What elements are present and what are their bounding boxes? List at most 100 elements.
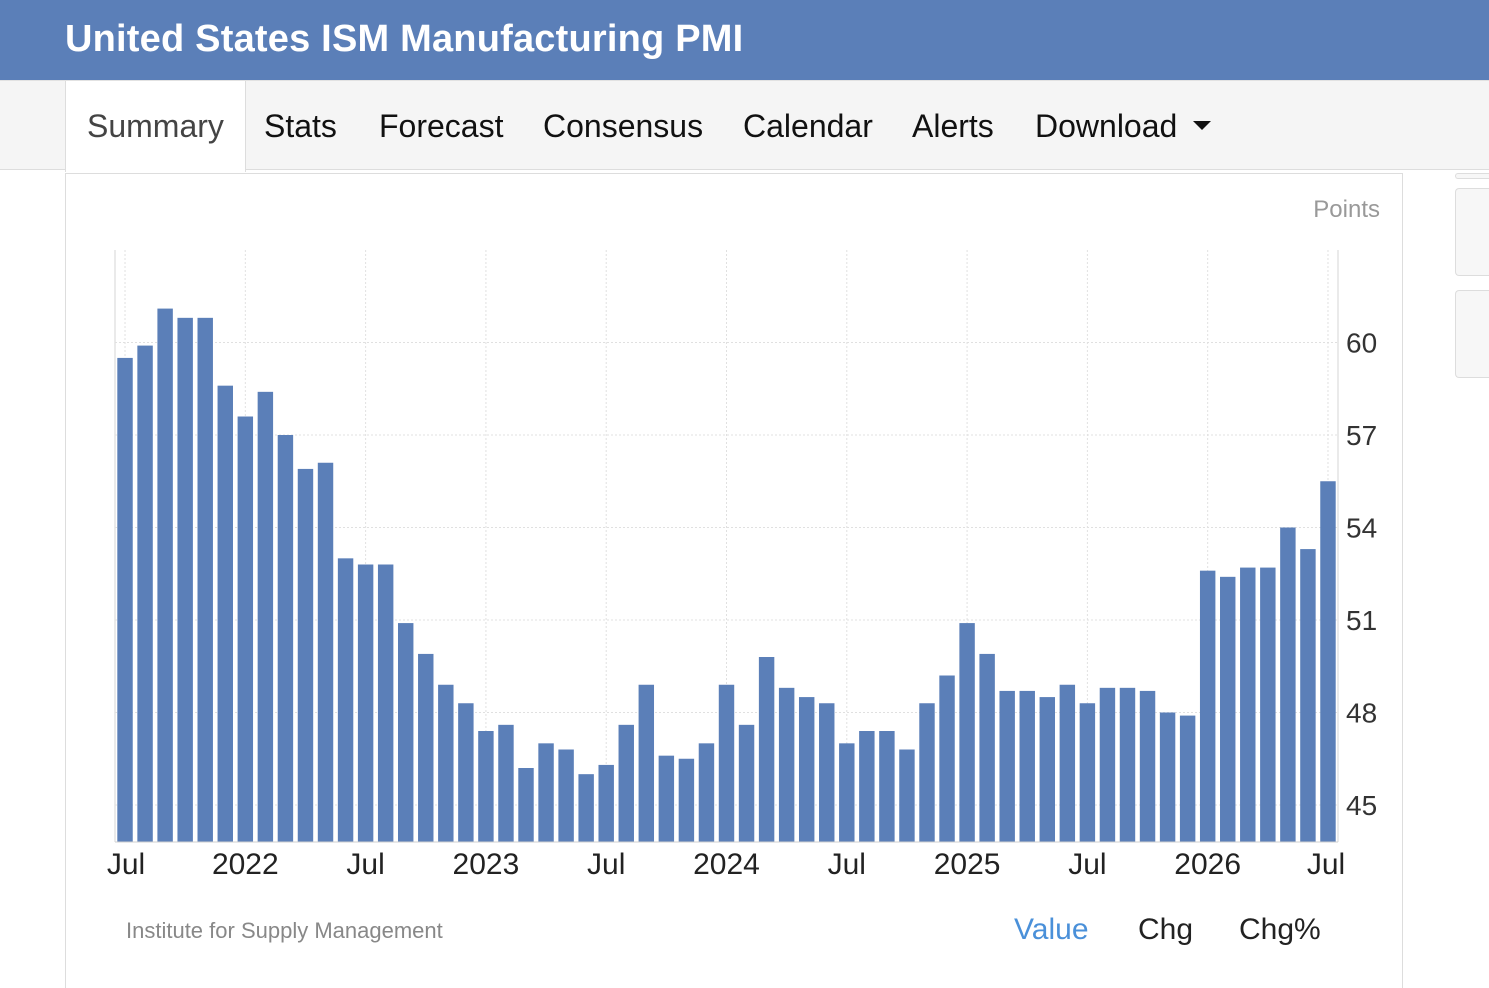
- bar: [1139, 690, 1156, 842]
- x-tick-label: 2022: [212, 848, 279, 881]
- bar: [1220, 576, 1236, 842]
- page-title: United States ISM Manufacturing PMI: [65, 18, 744, 60]
- x-tick-label: Jul: [587, 848, 625, 881]
- y-tick-label: 57: [1346, 420, 1377, 451]
- bar: [377, 564, 394, 842]
- tab-bar: Summary Stats Forecast Consensus Calenda…: [0, 80, 1489, 172]
- bar: [317, 462, 334, 842]
- tab-download[interactable]: Download: [1035, 81, 1212, 171]
- y-tick-label: 54: [1346, 513, 1377, 544]
- x-tick-label: Jul: [828, 848, 866, 881]
- bar: [538, 743, 554, 842]
- bar: [357, 564, 374, 842]
- x-tick-label: 2023: [453, 848, 520, 881]
- bar: [618, 724, 634, 842]
- bar: [959, 623, 975, 842]
- bar: [839, 743, 855, 842]
- bar: [418, 653, 434, 842]
- bar: [177, 317, 193, 842]
- bar: [237, 416, 254, 842]
- x-tick-label: Jul: [107, 848, 145, 881]
- bar: [1260, 567, 1276, 842]
- bar: [758, 657, 775, 842]
- title-bar: United States ISM Manufacturing PMI: [0, 0, 1489, 80]
- bar: [798, 697, 815, 842]
- tab-consensus[interactable]: Consensus: [543, 108, 704, 144]
- bar: [1300, 549, 1316, 842]
- value-button[interactable]: Value: [1014, 913, 1089, 946]
- bar: [397, 623, 414, 842]
- bar: [979, 653, 995, 842]
- x-tick-label: Jul: [1068, 848, 1106, 881]
- bar: [478, 731, 494, 842]
- bar: [939, 675, 955, 842]
- bar: [999, 690, 1015, 842]
- bar: [678, 758, 695, 842]
- bar: [899, 749, 915, 842]
- chg-percent-button[interactable]: Chg%: [1239, 913, 1321, 946]
- bar: [879, 731, 895, 842]
- bar: [197, 317, 213, 842]
- bar: [1099, 687, 1116, 842]
- y-tick-label: 45: [1346, 790, 1377, 821]
- x-tick-label: 2026: [1174, 848, 1241, 881]
- bar: [1280, 527, 1296, 842]
- bar: [1019, 690, 1035, 842]
- bar: [157, 308, 173, 842]
- caret-down-icon: [1193, 121, 1212, 131]
- side-button[interactable]: [1455, 188, 1489, 276]
- bar: [117, 357, 133, 842]
- tab-download-label: Download: [1035, 108, 1178, 144]
- bar: [578, 774, 594, 842]
- bar: [718, 684, 735, 842]
- bar: [1179, 715, 1196, 842]
- x-tick-label: 2025: [934, 848, 1001, 881]
- tab-summary[interactable]: Summary: [65, 81, 246, 172]
- tab-calendar[interactable]: Calendar: [743, 108, 873, 144]
- bar: [638, 684, 655, 842]
- bar: [257, 391, 274, 842]
- bar: [1199, 570, 1216, 842]
- y-tick-label: 60: [1346, 328, 1377, 359]
- bar: [1119, 687, 1136, 842]
- bar: [137, 345, 153, 842]
- tab-stats[interactable]: Stats: [264, 108, 337, 144]
- y-tick-label: 51: [1346, 605, 1377, 636]
- bar: [438, 684, 454, 842]
- chg-button[interactable]: Chg: [1138, 913, 1194, 946]
- units-label: Points: [1313, 196, 1380, 223]
- bar: [458, 703, 474, 842]
- x-tick-label: Jul: [346, 848, 384, 881]
- tab-forecast[interactable]: Forecast: [379, 108, 504, 144]
- tab-alerts[interactable]: Alerts: [912, 108, 994, 144]
- bar: [778, 687, 795, 842]
- x-tick-label: 2024: [693, 848, 760, 881]
- bar: [658, 755, 675, 842]
- bar: [498, 724, 514, 842]
- side-button[interactable]: [1455, 290, 1489, 378]
- bar: [217, 385, 233, 842]
- bar: [558, 749, 574, 842]
- bar: [1240, 567, 1256, 842]
- bar: [1320, 481, 1336, 842]
- x-tick-label: Jul: [1307, 848, 1345, 881]
- y-tick-label: 48: [1346, 698, 1377, 729]
- bar: [598, 764, 614, 842]
- bar: [1039, 697, 1056, 842]
- bar: [297, 468, 314, 842]
- bar: [1059, 684, 1076, 842]
- side-button[interactable]: [1455, 173, 1489, 179]
- bar: [277, 435, 294, 842]
- bar: [337, 558, 354, 842]
- bar: [698, 743, 715, 842]
- bar: [738, 724, 755, 842]
- bar: [919, 703, 935, 842]
- bar: [518, 768, 534, 842]
- bar: [859, 731, 875, 842]
- source-label: Institute for Supply Management: [126, 918, 443, 943]
- bar: [1159, 712, 1176, 842]
- bar: [819, 703, 835, 842]
- bar: [1079, 703, 1096, 842]
